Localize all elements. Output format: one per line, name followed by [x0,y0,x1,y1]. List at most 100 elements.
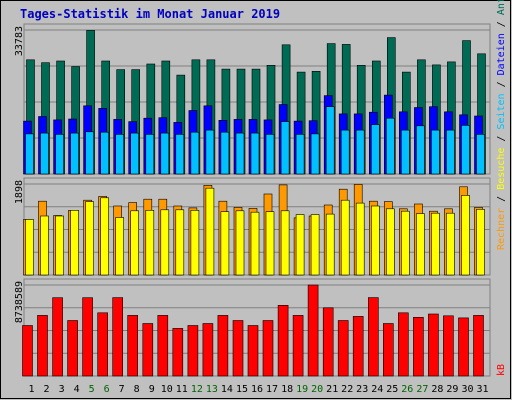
bar-sites-day-5 [85,201,94,276]
day-label-6: 6 [104,384,110,395]
bar-kbytes-day-29 [443,315,454,377]
bar-kbytes-day-20 [307,284,319,377]
bar-kbytes-day-17 [262,320,274,377]
day-label-15: 15 [236,384,248,395]
bar-pages-day-29 [446,129,455,175]
bar-sites-day-24 [370,205,380,276]
bar-sites-day-9 [145,210,155,276]
bar-pages-day-7 [115,134,124,175]
day-label-22: 22 [341,384,353,395]
day-label-29: 29 [446,384,458,395]
day-label-10: 10 [161,384,173,395]
day-label-24: 24 [371,384,383,395]
day-label-25: 25 [386,384,398,395]
bar-pages-day-28 [431,129,440,175]
bar-pages-day-18 [280,121,290,175]
series-pages [25,106,485,175]
legend-separator: / [496,15,507,33]
bar-sites-day-26 [400,210,410,276]
bar-kbytes-day-6 [97,312,108,377]
bar-kbytes-day-8 [127,315,138,377]
bar-sites-day-19 [295,214,305,276]
day-label-1: 1 [28,384,34,395]
legend-item-sites: Besuche [496,148,507,190]
day-label-20: 20 [311,384,323,395]
bar-kbytes-day-27 [413,316,424,377]
bar-pages-day-2 [40,132,49,175]
panel-requests-max-label: 33783 [14,26,25,56]
bar-pages-day-21 [325,106,335,175]
bar-sites-day-16 [250,211,260,276]
bar-pages-day-10 [160,132,170,175]
panel-kbytes: 8738589 [14,278,491,377]
day-label-4: 4 [74,384,80,395]
day-label-18: 18 [281,384,293,395]
bar-kbytes-day-23 [352,316,364,377]
legend-separator: / [496,75,507,93]
day-label-12: 12 [191,384,203,395]
legend-separator: / [496,130,507,148]
bar-pages-day-5 [85,131,94,175]
panel-visits: 1898 [14,177,491,276]
bar-pages-day-13 [205,129,215,175]
bar-sites-day-2 [40,215,49,276]
panel-visits-max-label: 1898 [14,180,25,204]
bar-kbytes-day-16 [247,325,259,377]
bar-pages-day-24 [370,124,380,175]
bar-kbytes-day-15 [232,320,244,377]
day-label-21: 21 [326,384,338,395]
bar-kbytes-day-5 [82,297,93,377]
bar-sites-day-29 [446,212,455,276]
bar-pages-day-8 [130,132,139,175]
bar-pages-day-16 [250,132,260,175]
bar-kbytes-day-31 [473,315,484,377]
bar-sites-day-10 [160,209,170,276]
bar-sites-day-20 [310,214,320,276]
bar-pages-day-9 [145,134,155,175]
bar-pages-day-12 [190,131,200,175]
bar-kbytes-day-4 [67,320,78,377]
bar-sites-day-8 [130,210,139,276]
bar-sites-day-13 [205,187,215,276]
bar-pages-day-11 [175,134,185,175]
legend-item-visits: Rechner [496,208,507,250]
chart-title: Tages-Statistik im Monat Januar 2019 [20,7,280,21]
bar-kbytes-day-14 [217,315,229,377]
bar-sites-day-11 [175,209,185,276]
bar-sites-day-3 [55,215,64,276]
bar-pages-day-22 [340,129,350,175]
day-label-9: 9 [149,384,155,395]
bar-sites-day-21 [325,213,335,276]
legend-item-pages: Seiten [496,93,507,129]
chart-panels: 33783 1898 8738589 [14,23,491,377]
bar-pages-day-3 [55,134,64,175]
day-label-2: 2 [43,384,49,395]
day-label-3: 3 [59,384,65,395]
legend-item-files: Dateien [496,33,507,75]
series-sites [25,187,485,276]
bar-pages-day-20 [310,133,320,175]
bar-sites-day-22 [340,199,350,276]
day-label-14: 14 [221,384,233,395]
bar-sites-day-7 [115,217,124,276]
panel-kbytes-max-label: 8738589 [14,281,25,323]
bar-kbytes-day-3 [52,297,63,377]
bar-pages-day-23 [355,129,365,175]
bar-sites-day-23 [355,202,365,276]
bar-sites-day-6 [100,197,109,276]
day-label-13: 13 [206,384,218,395]
bar-sites-day-14 [220,211,230,276]
day-label-27: 27 [416,384,428,395]
day-label-26: 26 [401,384,413,395]
bar-pages-day-26 [400,129,410,175]
bar-pages-day-1 [25,133,34,175]
day-label-23: 23 [356,384,368,395]
bar-sites-day-4 [70,210,79,276]
day-label-19: 19 [296,384,308,395]
bar-sites-day-28 [431,212,440,276]
series-legend: Rechner / Besuche / Seiten / Dateien / A… [496,0,507,250]
bar-sites-day-17 [265,211,275,276]
day-labels: 1 2 3 4 5 6 7 8 9 10 11 12 13 14 15 16 17 18 19 20 21 22 23 24 2… [28,384,488,395]
day-label-8: 8 [134,384,140,395]
